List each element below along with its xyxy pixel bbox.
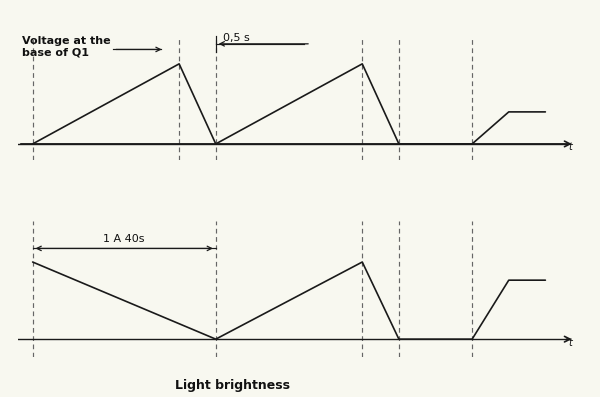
Text: Light brightness: Light brightness — [175, 379, 290, 392]
Text: 0,5 s: 0,5 s — [223, 33, 250, 43]
Text: 1 A 40s: 1 A 40s — [103, 234, 145, 244]
Text: t: t — [569, 141, 572, 152]
Text: t: t — [569, 337, 572, 347]
Text: Voltage at the
base of Q1: Voltage at the base of Q1 — [22, 36, 110, 58]
